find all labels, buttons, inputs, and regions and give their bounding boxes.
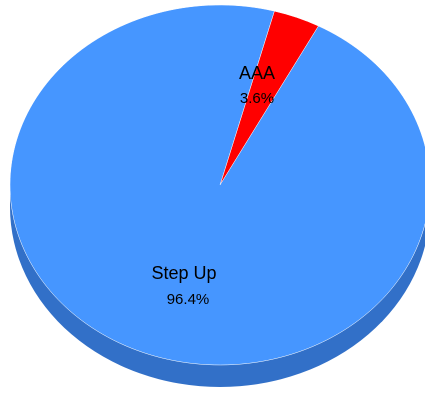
slice-label-aaa: AAA — [239, 63, 275, 83]
pie-slice-step-up — [9, 4, 425, 366]
slice-label-step-up: Step Up — [151, 263, 216, 283]
pie-top-layer — [9, 4, 425, 366]
slice-percent-step-up: 96.4% — [167, 291, 210, 308]
slice-percent-aaa: 3.6% — [240, 90, 274, 107]
pie-labels: AAA 3.6% Step Up 96.4% — [151, 63, 275, 308]
